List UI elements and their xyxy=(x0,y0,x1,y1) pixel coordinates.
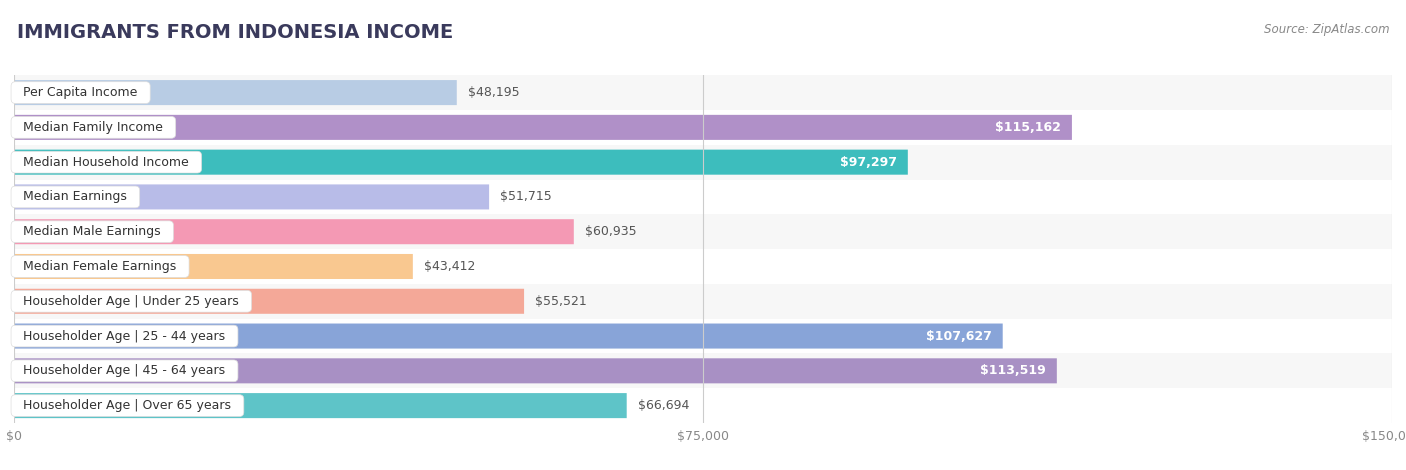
Bar xyxy=(14,388,1392,423)
Text: $60,935: $60,935 xyxy=(585,225,637,238)
Bar xyxy=(14,249,1392,284)
Bar xyxy=(14,319,1392,353)
Text: $55,521: $55,521 xyxy=(536,295,586,308)
Text: IMMIGRANTS FROM INDONESIA INCOME: IMMIGRANTS FROM INDONESIA INCOME xyxy=(17,24,453,42)
Bar xyxy=(14,180,1392,214)
Text: $115,162: $115,162 xyxy=(995,121,1062,134)
FancyBboxPatch shape xyxy=(14,184,489,210)
Bar xyxy=(14,75,1392,110)
Text: Householder Age | 45 - 64 years: Householder Age | 45 - 64 years xyxy=(15,364,233,377)
Text: $43,412: $43,412 xyxy=(423,260,475,273)
Bar xyxy=(14,353,1392,388)
Text: $66,694: $66,694 xyxy=(638,399,689,412)
Text: $97,297: $97,297 xyxy=(839,156,897,169)
Bar xyxy=(14,110,1392,145)
FancyBboxPatch shape xyxy=(14,115,1071,140)
Text: Median Earnings: Median Earnings xyxy=(15,190,135,204)
Bar xyxy=(14,214,1392,249)
Text: $48,195: $48,195 xyxy=(468,86,519,99)
Text: $113,519: $113,519 xyxy=(980,364,1046,377)
Text: Per Capita Income: Per Capita Income xyxy=(15,86,146,99)
Text: Median Household Income: Median Household Income xyxy=(15,156,197,169)
FancyBboxPatch shape xyxy=(14,254,413,279)
Text: Median Family Income: Median Family Income xyxy=(15,121,172,134)
FancyBboxPatch shape xyxy=(14,358,1057,384)
Text: Median Male Earnings: Median Male Earnings xyxy=(15,225,169,238)
FancyBboxPatch shape xyxy=(14,393,627,418)
Text: Householder Age | Under 25 years: Householder Age | Under 25 years xyxy=(15,295,247,308)
Text: Householder Age | 25 - 44 years: Householder Age | 25 - 44 years xyxy=(15,329,233,343)
Text: Source: ZipAtlas.com: Source: ZipAtlas.com xyxy=(1264,24,1389,37)
FancyBboxPatch shape xyxy=(14,149,908,175)
Text: Householder Age | Over 65 years: Householder Age | Over 65 years xyxy=(15,399,239,412)
Text: $51,715: $51,715 xyxy=(501,190,553,204)
FancyBboxPatch shape xyxy=(14,323,1002,349)
FancyBboxPatch shape xyxy=(14,219,574,244)
Bar xyxy=(14,145,1392,180)
Text: Median Female Earnings: Median Female Earnings xyxy=(15,260,184,273)
Text: $107,627: $107,627 xyxy=(925,329,991,343)
FancyBboxPatch shape xyxy=(14,80,457,105)
FancyBboxPatch shape xyxy=(14,289,524,314)
Bar xyxy=(14,284,1392,319)
